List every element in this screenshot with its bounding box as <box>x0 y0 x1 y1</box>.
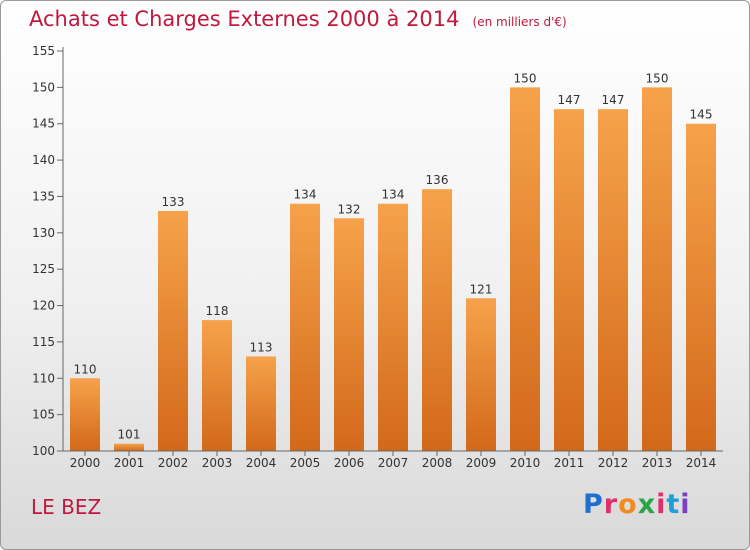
data-label-2010: 150 <box>514 71 537 85</box>
data-labels: 110 101 133 118 113 134 132 134 136 121 150 147 147 1… <box>74 71 713 441</box>
logo-letter: i <box>680 489 691 520</box>
data-label-2008: 136 <box>426 173 449 187</box>
data-label-2003: 118 <box>206 304 229 318</box>
place-name: LE BEZ <box>31 495 102 519</box>
x-tick-label-2008: 2008 <box>422 456 453 470</box>
logo-letter: i <box>656 489 667 520</box>
chart-title-block: Achats et Charges Externes 2000 à 2014 (… <box>29 7 567 31</box>
chart-title: Achats et Charges Externes 2000 à 2014 <box>29 7 460 31</box>
bar-2005 <box>290 203 320 451</box>
y-tick-label: 100 <box>32 444 55 458</box>
x-tick-label-2012: 2012 <box>598 456 629 470</box>
proxiti-logo: Proxiti <box>583 489 691 520</box>
x-tick-label-2005: 2005 <box>290 456 321 470</box>
data-label-2007: 134 <box>382 188 405 202</box>
data-label-2012: 147 <box>602 93 625 107</box>
bar-2007 <box>378 203 408 451</box>
y-tick-label: 130 <box>32 226 55 240</box>
logo-letter: o <box>618 489 638 520</box>
y-tick-label: 125 <box>32 262 55 276</box>
x-tick-label-2001: 2001 <box>114 456 145 470</box>
x-tick-label-2000: 2000 <box>70 456 101 470</box>
data-label-2011: 147 <box>558 93 581 107</box>
y-axis: 100 105 110 115 120 125 130 135 140 145 150 155 <box>32 44 64 458</box>
bar-2004 <box>246 356 276 451</box>
x-tick-label-2011: 2011 <box>554 456 585 470</box>
bar-2002 <box>158 211 188 451</box>
logo-letter: P <box>583 489 604 520</box>
bar-2011 <box>554 109 584 451</box>
x-tick-label-2002: 2002 <box>158 456 189 470</box>
data-label-2009: 121 <box>470 282 493 296</box>
data-label-2006: 132 <box>338 202 361 216</box>
y-tick-label: 140 <box>32 153 55 167</box>
logo-letter: x <box>637 489 657 520</box>
chart-subtitle: (en milliers d'€) <box>472 15 567 29</box>
logo-letter: r <box>603 489 619 520</box>
x-tick-label-2003: 2003 <box>202 456 233 470</box>
x-tick-label-2013: 2013 <box>642 456 673 470</box>
y-tick-label: 155 <box>32 44 55 58</box>
bars <box>70 87 716 452</box>
bar-2003 <box>202 320 232 451</box>
logo-letter: t <box>666 489 681 520</box>
bar-2014 <box>686 123 716 452</box>
data-label-2013: 150 <box>646 71 669 85</box>
x-tick-label-2014: 2014 <box>686 456 717 470</box>
y-tick-label: 135 <box>32 189 55 203</box>
x-tick-label-2007: 2007 <box>378 456 409 470</box>
bar-2009 <box>466 298 496 451</box>
data-label-2000: 110 <box>74 362 97 376</box>
x-axis: 2000 2001 2002 2003 2004 2005 2006 2007 2008 2009… <box>63 450 723 470</box>
data-label-2004: 113 <box>250 340 273 354</box>
x-tick-label-2006: 2006 <box>334 456 365 470</box>
data-label-2001: 101 <box>118 428 141 442</box>
bar-2006 <box>334 218 364 451</box>
bar-2012 <box>598 109 628 451</box>
y-tick-label: 145 <box>32 117 55 131</box>
y-tick-label: 105 <box>32 408 55 422</box>
x-tick-label-2009: 2009 <box>466 456 497 470</box>
bar-2001 <box>114 443 144 451</box>
bar-2000 <box>70 378 100 451</box>
y-tick-label: 115 <box>32 335 55 349</box>
y-tick-label: 150 <box>32 80 55 94</box>
data-label-2014: 145 <box>690 108 713 122</box>
data-label-2005: 134 <box>294 188 317 202</box>
x-tick-label-2004: 2004 <box>246 456 277 470</box>
bar-2010 <box>510 87 540 451</box>
bar-2013 <box>642 87 672 451</box>
bar-2008 <box>422 189 452 451</box>
x-tick-label-2010: 2010 <box>510 456 541 470</box>
y-tick-label: 110 <box>32 371 55 385</box>
y-tick-label: 120 <box>32 299 55 313</box>
data-label-2002: 133 <box>162 195 185 209</box>
